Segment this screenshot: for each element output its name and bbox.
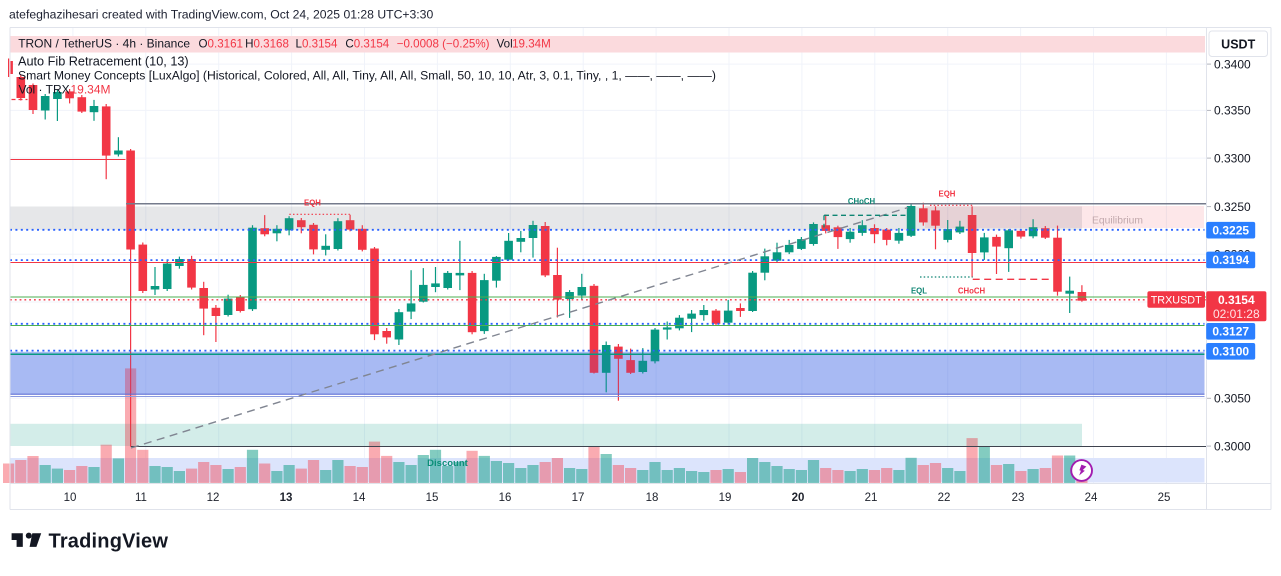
svg-text:CHoCH: CHoCH [958,287,986,296]
svg-text:0.3400: 0.3400 [1214,57,1251,71]
svg-text:USDT: USDT [1221,37,1255,51]
svg-text:Auto Fib Retracement (10, 13): Auto Fib Retracement (10, 13) [18,55,189,69]
svg-text:17: 17 [572,492,585,504]
svg-text:EQH: EQH [939,190,956,199]
svg-text:23: 23 [1012,492,1025,504]
svg-text:14: 14 [353,492,366,504]
svg-text:Smart Money Concepts [LuxAlgo]: Smart Money Concepts [LuxAlgo] (Historic… [18,69,716,83]
svg-text:19: 19 [719,492,732,504]
svg-text:12: 12 [207,492,220,504]
svg-text:0.3050: 0.3050 [1214,392,1251,406]
svg-text:13: 13 [280,492,293,504]
svg-text:10: 10 [64,492,77,504]
svg-text:0.3100: 0.3100 [1212,345,1249,359]
svg-text:24: 24 [1085,492,1098,504]
svg-text:EQL: EQL [911,287,927,296]
svg-text:atefeghazihesari created with: atefeghazihesari created with TradingVie… [9,8,433,22]
svg-text:TRXUSDT: TRXUSDT [1151,294,1202,306]
svg-text:Discount: Discount [427,458,468,469]
svg-text:0.3300: 0.3300 [1214,151,1251,165]
svg-text:EQH: EQH [304,199,321,208]
svg-text:0.3127: 0.3127 [1212,325,1249,339]
svg-text:CHoCH: CHoCH [848,197,876,206]
svg-text:Equilibrium: Equilibrium [1092,216,1143,227]
svg-text:0.3225: 0.3225 [1212,224,1249,238]
svg-text:25: 25 [1158,492,1171,504]
svg-text:0.3194: 0.3194 [1212,253,1249,267]
svg-text:20: 20 [792,492,805,504]
svg-text:0.3000: 0.3000 [1214,439,1251,453]
svg-text:TradingView: TradingView [49,531,169,553]
svg-text:02:01:28: 02:01:28 [1213,307,1260,321]
svg-text:22: 22 [938,492,951,504]
svg-text:11: 11 [135,492,147,504]
svg-text:0.3350: 0.3350 [1214,104,1251,118]
svg-text:TRON / TetherUS · 4h · Binance: TRON / TetherUS · 4h · Binance O0.3161 H0.… [18,37,551,51]
svg-text:Vol · TRX19.34M: Vol · TRX19.34M [19,83,111,97]
svg-text:0.3154: 0.3154 [1218,293,1255,307]
svg-text:15: 15 [426,492,439,504]
svg-text:16: 16 [499,492,512,504]
svg-text:18: 18 [646,492,659,504]
svg-text:0.3250: 0.3250 [1214,200,1251,214]
svg-text:21: 21 [865,492,878,504]
